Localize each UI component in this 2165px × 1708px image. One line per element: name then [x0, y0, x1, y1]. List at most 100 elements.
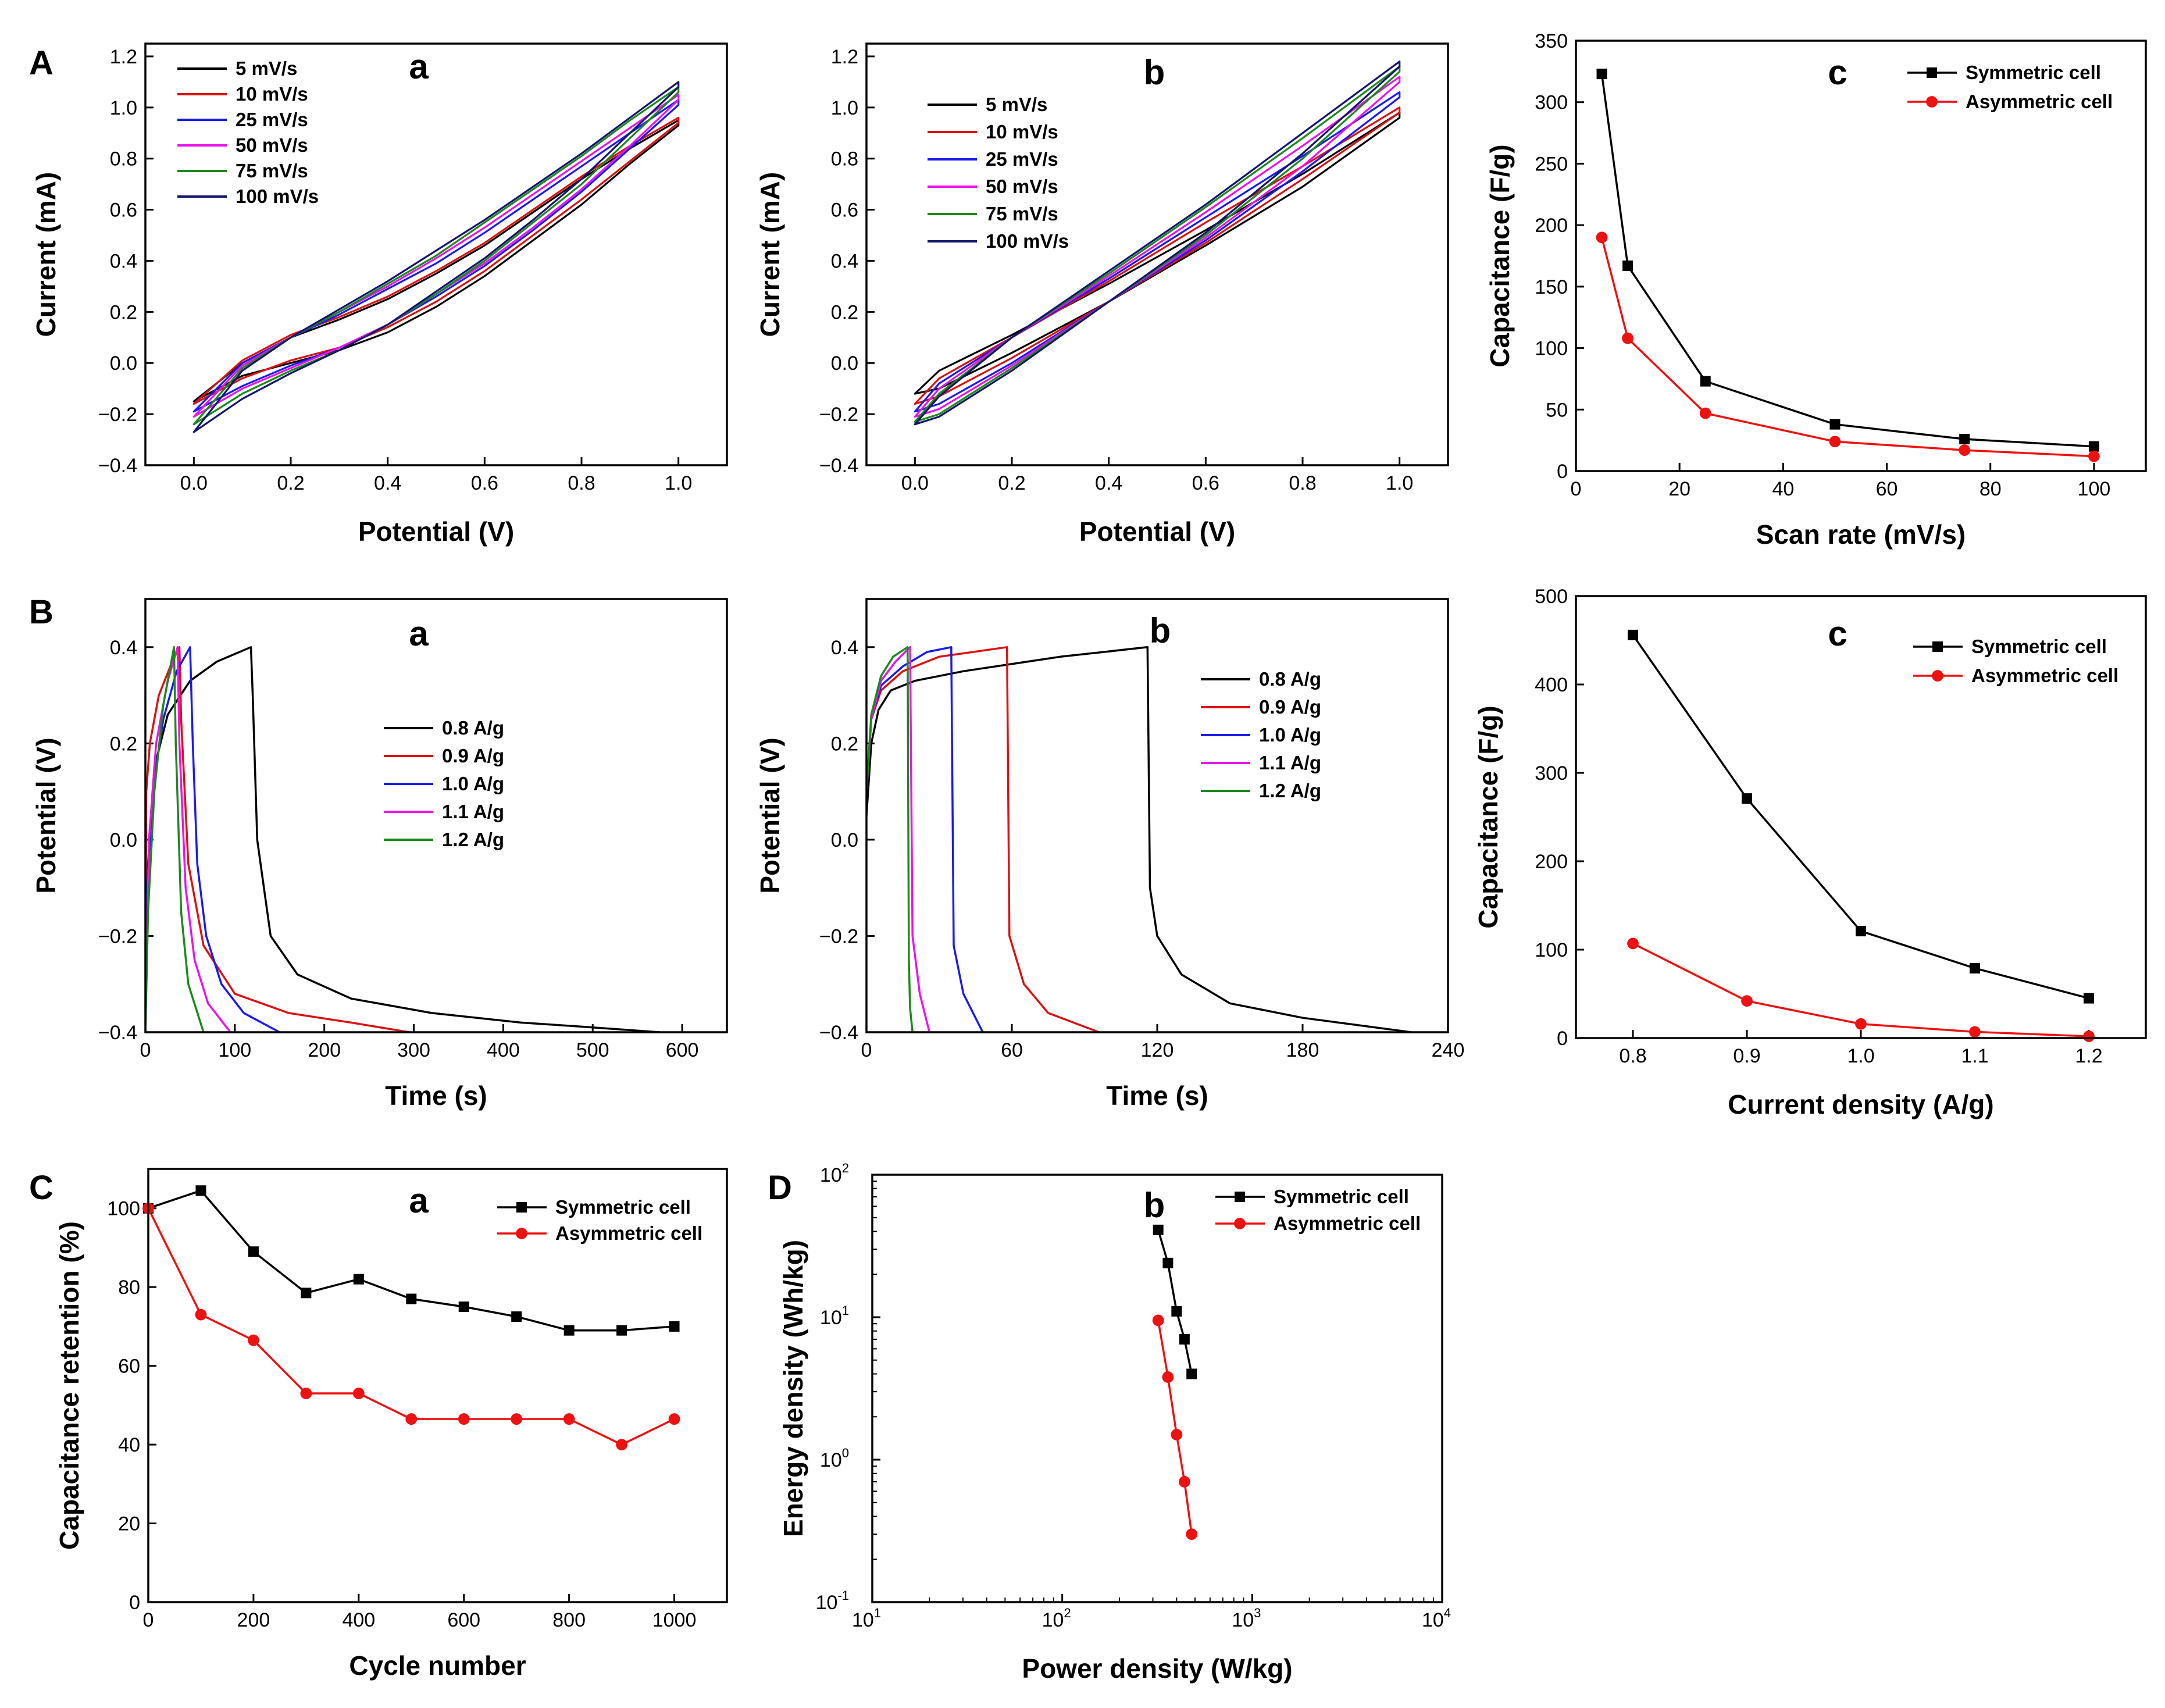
data-point — [1970, 962, 1980, 974]
legend-label: Symmetric cell — [1971, 636, 2107, 657]
y-tick-exponent: -1 — [837, 1588, 849, 1603]
y-tick-label: 0.0 — [110, 829, 137, 851]
legend-marker — [1235, 1192, 1245, 1202]
legend-label: 25 mV/s — [986, 148, 1058, 170]
data-point — [1152, 1314, 1164, 1327]
y-tick-label: 0.2 — [110, 733, 137, 755]
x-tick-label: 0 — [140, 1039, 151, 1061]
x-tick-label: 0 — [861, 1039, 872, 1061]
y-tick-label: 1.2 — [110, 46, 137, 68]
x-tick-label: 240 — [1432, 1039, 1465, 1061]
x-tick-label: 0.8 — [1289, 472, 1316, 494]
data-point — [1699, 407, 1711, 419]
legend-label: 5 mV/s — [236, 58, 297, 79]
axes-frame — [865, 598, 1449, 1033]
data-point — [300, 1388, 312, 1399]
legend-label: 0.8 A/g — [442, 717, 504, 739]
legend-label: 0.9 A/g — [442, 745, 504, 766]
y-tick-label: 300 — [1535, 92, 1568, 114]
data-point — [2083, 1030, 2095, 1042]
axes-frame — [865, 42, 1449, 466]
y-axis-label: Capacitance (F/g) — [1473, 705, 1503, 928]
series-line — [866, 646, 930, 1032]
data-point — [353, 1274, 364, 1285]
chart-B-b: 0 60 120 180 240 −0.4 −0.2 0.0 0.2 0.4 Time (s) Pot… — [755, 598, 1465, 1111]
legend-label: 0.8 A/g — [1259, 668, 1321, 690]
series-line — [866, 646, 1412, 1032]
legend-label: 100 mV/s — [986, 230, 1069, 252]
data-point — [1186, 1528, 1198, 1541]
legend-label: Asymmetric cell — [1966, 91, 2113, 112]
x-axis-label: Time (s) — [385, 1081, 487, 1111]
y-tick-label: 500 — [1535, 586, 1568, 608]
chart-A-c: 0 20 40 60 80 100 0 50 100 150 200 250 300 350 Scan ra… — [1485, 30, 2147, 550]
data-point — [2088, 450, 2100, 462]
x-tick-label: 180 — [1286, 1039, 1319, 1061]
legend-entry: Asymmetric cell — [1913, 665, 2118, 686]
y-tick-label: −0.2 — [98, 404, 137, 426]
y-axis-label: Capacitance (F/g) — [1485, 144, 1515, 367]
data-point — [1741, 995, 1753, 1007]
series-line — [1600, 237, 2094, 458]
legend-label: 1.2 A/g — [1259, 780, 1321, 801]
legend-entry: Asymmetric cell — [497, 1222, 702, 1244]
x-tick-label: 0.0 — [180, 472, 208, 494]
chart-A-b: 0.0 0.2 0.4 0.6 0.8 1.0 −0.4 −0.2 0.0 0.2 0.4 0.6 0.… — [755, 42, 1449, 547]
data-point — [1622, 332, 1633, 344]
subplot-label: a — [409, 47, 429, 86]
y-tick-label: 0.0 — [110, 352, 137, 375]
subplot-label: c — [1828, 53, 1847, 92]
legend-label: 5 mV/s — [986, 94, 1047, 115]
y-tick-label: 150 — [1535, 276, 1568, 298]
x-tick-exponent: 1 — [874, 1606, 881, 1620]
row-label-C: C — [29, 1169, 53, 1207]
data-point — [352, 1388, 365, 1399]
legend-entry: Symmetric cell — [1907, 62, 2101, 83]
y-tick-label: −0.4 — [98, 1022, 137, 1044]
data-point — [1162, 1371, 1174, 1383]
legend-label: 1.1 A/g — [1259, 752, 1321, 773]
legend-marker — [516, 1202, 527, 1213]
data-point — [195, 1308, 207, 1321]
subplot-label: a — [409, 1181, 429, 1220]
data-point — [406, 1293, 417, 1304]
data-point — [1153, 1224, 1164, 1235]
data-point — [2088, 441, 2099, 452]
legend-entry: 0.8 A/g — [1201, 668, 1321, 690]
y-tick-label: 0.0 — [831, 829, 858, 851]
y-tick-label: 0.4 — [110, 637, 137, 659]
axes-frame — [144, 598, 728, 1033]
data-point — [616, 1439, 627, 1450]
y-tick-label: 200 — [1535, 851, 1568, 873]
x-tick-exponent: 3 — [1254, 1606, 1261, 1620]
data-point — [1622, 260, 1633, 271]
legend-label: 100 mV/s — [236, 186, 319, 207]
y-tick-exponent: 2 — [842, 1161, 849, 1175]
series-line — [145, 646, 205, 1032]
y-tick-label: 100 — [1535, 939, 1568, 961]
plot-area — [1600, 73, 2094, 458]
data-point — [511, 1413, 523, 1425]
subplot-label: a — [409, 614, 429, 653]
axes-frame — [147, 1168, 728, 1603]
y-tick-label: 300 — [1535, 762, 1568, 785]
data-point — [669, 1321, 680, 1332]
series-line — [192, 81, 680, 433]
data-point — [1959, 444, 1971, 456]
data-point — [1596, 231, 1608, 244]
series-line — [145, 646, 410, 1032]
series-line — [914, 60, 1401, 426]
y-tick-label: 0.8 — [831, 148, 858, 170]
x-tick-label: 80 — [1979, 478, 2002, 500]
y-tick-label: 100 — [107, 1198, 140, 1220]
x-tick-label: 800 — [552, 1609, 586, 1631]
data-point — [616, 1325, 627, 1336]
row-label-B: B — [29, 593, 53, 631]
legend-label: 1.0 A/g — [1259, 724, 1321, 746]
x-tick-exponent: 4 — [1444, 1606, 1451, 1620]
x-tick-label: 100 — [218, 1039, 251, 1061]
y-axis-label: Energy density (Wh/kg) — [778, 1240, 808, 1537]
series-line — [145, 646, 231, 1032]
legend-label: 1.2 A/g — [442, 829, 504, 850]
x-tick-label: 300 — [397, 1039, 430, 1061]
